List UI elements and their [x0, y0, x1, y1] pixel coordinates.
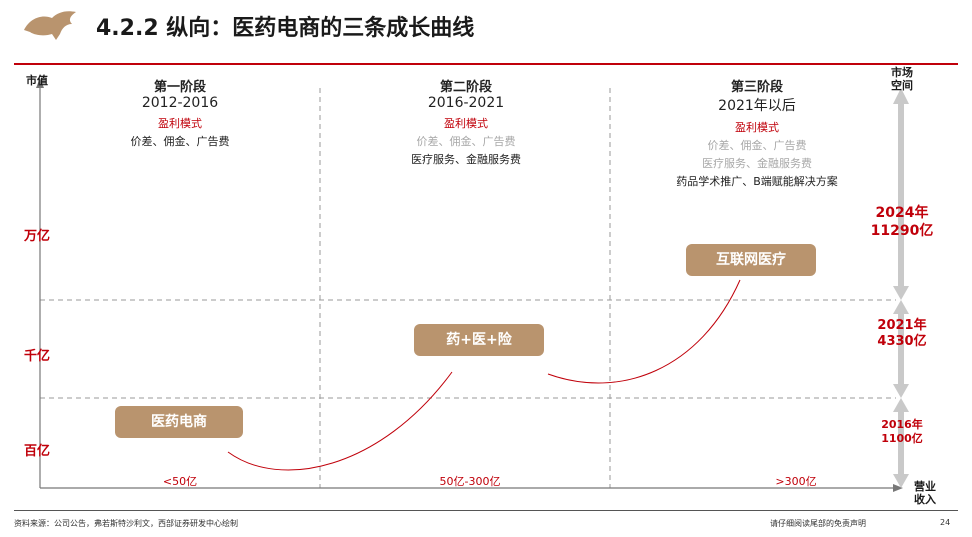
- curve-label-1: 医药电商: [115, 406, 243, 438]
- profit-model-label: 盈利模式: [444, 117, 488, 130]
- footer-source: 资料来源：公司公告，弗若斯特沙利文，西部证券研发中心绘制: [14, 519, 238, 528]
- curve-2: [547, 279, 741, 384]
- footer-disclaimer: 请仔细阅读尾部的免责声明: [770, 519, 866, 528]
- stage-3: 第三阶段 2021年以后 盈利模式 价差、佣金、广告费 医疗服务、金融服务费 药…: [652, 76, 862, 189]
- magnitude-wanyi: 万亿: [24, 229, 51, 244]
- market-space-year: 2016年: [881, 418, 923, 431]
- market-space-label: 市场空间: [891, 66, 913, 92]
- stage-1: 第一阶段 2012-2016 盈利模式 价差、佣金、广告费: [80, 76, 280, 149]
- profit-model-line: 医疗服务、金融服务费: [411, 153, 521, 166]
- revenue-label-2: 50亿-300亿: [439, 475, 501, 488]
- header-divider: [14, 63, 958, 65]
- market-space-value: 11290亿: [870, 223, 934, 239]
- page-number: 24: [940, 518, 951, 527]
- market-space-2016: 2016年 1100亿: [862, 418, 942, 446]
- x-axis-arrow: [893, 484, 903, 492]
- stage-2: 第二阶段 2016-2021 盈利模式 价差、佣金、广告费 医疗服务、金融服务费: [366, 76, 566, 167]
- profit-model-line: 价差、佣金、广告费: [416, 135, 516, 148]
- stage-title: 第三阶段: [730, 80, 783, 95]
- profit-model-label: 盈利模式: [158, 117, 202, 130]
- curve-1: [227, 371, 453, 471]
- magnitude-qianyi: 千亿: [24, 349, 51, 364]
- y-axis-label: 市值: [26, 74, 48, 87]
- curve-label-2: 药+医+险: [414, 324, 544, 356]
- y-axis-arrow: [36, 78, 44, 88]
- market-space-arrows: [893, 88, 909, 488]
- revenue-label-1: <50亿: [162, 475, 198, 488]
- footer-divider: [14, 510, 958, 511]
- market-space-value: 4330亿: [877, 334, 927, 349]
- profit-model-line: 药品学术推广、B端赋能解决方案: [676, 175, 838, 188]
- stage-title: 第二阶段: [439, 80, 492, 95]
- stage-title: 第一阶段: [153, 80, 206, 95]
- curve-label-3: 互联网医疗: [686, 244, 816, 276]
- market-space-2024: 2024年 11290亿: [862, 204, 942, 240]
- profit-model-label: 盈利模式: [735, 121, 779, 134]
- profit-model-line: 医疗服务、金融服务费: [702, 157, 812, 170]
- market-space-year: 2021年: [877, 318, 927, 333]
- revenue-label-3: >300亿: [775, 475, 817, 488]
- market-space-year: 2024年: [875, 205, 929, 221]
- bull-logo-icon: [24, 11, 76, 40]
- profit-model-line: 价差、佣金、广告费: [707, 139, 807, 152]
- page-title: 4.2.2 纵向：医药电商的三条成长曲线: [96, 16, 475, 41]
- stage-years: 2016-2021: [427, 95, 505, 111]
- magnitude-baiyi: 百亿: [24, 444, 51, 459]
- market-space-value: 1100亿: [881, 432, 923, 445]
- market-space-2021: 2021年 4330亿: [862, 318, 942, 350]
- profit-model-line: 价差、佣金、广告费: [130, 135, 230, 148]
- x-axis-label: 营业收入: [914, 480, 936, 506]
- stage-years: 2012-2016: [141, 95, 219, 111]
- stage-years: 2021年以后: [718, 98, 796, 114]
